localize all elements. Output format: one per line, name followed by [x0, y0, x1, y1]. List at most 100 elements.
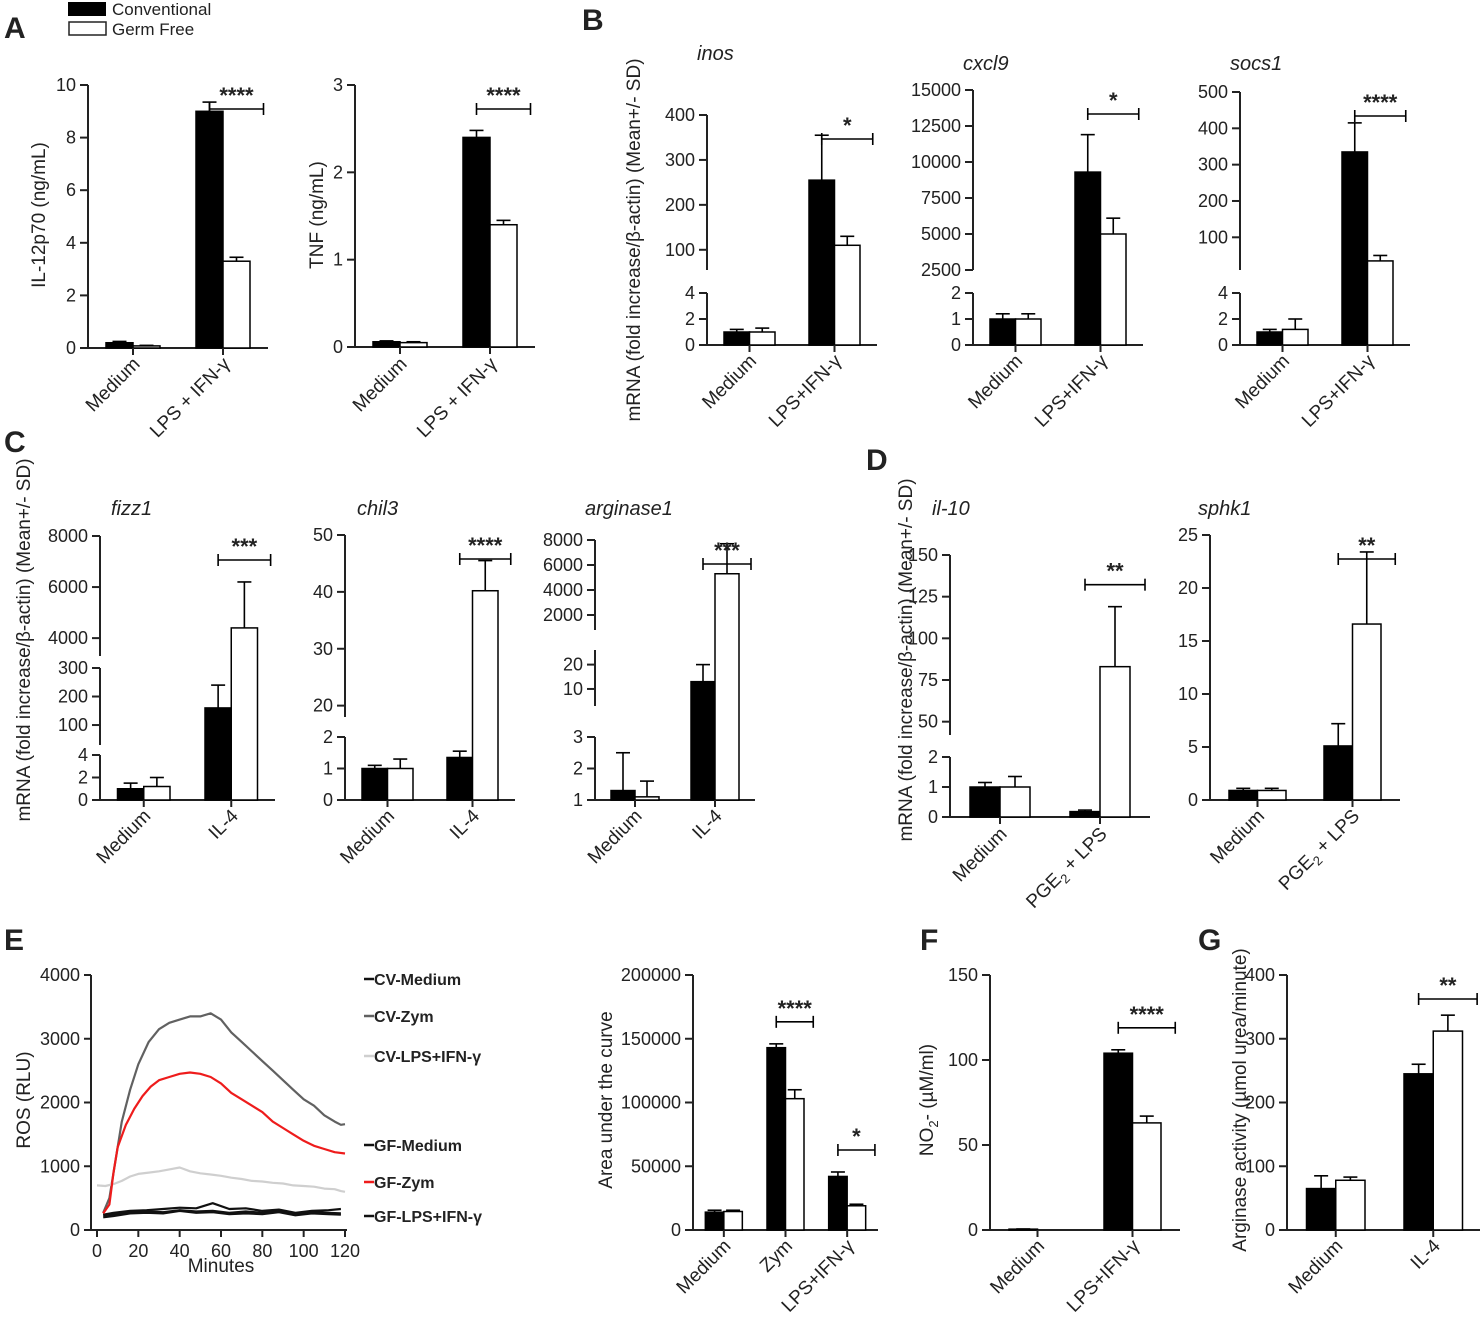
y-tick-label: 2500 — [921, 260, 961, 280]
chart-B3: 0 2 4 100 200 300 400 500 Medium LPS+IFN-γ **** soc… — [1198, 53, 1410, 432]
category-label-0: Medium — [82, 354, 145, 417]
bar-conventional — [704, 1211, 725, 1231]
series-line-cv-lps-ifn- — [96, 1166, 346, 1193]
y-tick-label: 150000 — [621, 1029, 681, 1049]
y-tick-label: 200 — [1245, 1093, 1275, 1113]
chart-title: inos — [697, 43, 734, 65]
category-label-1: IL-4 — [689, 805, 727, 843]
significance-label: **** — [468, 533, 503, 558]
y-tick-label: 100 — [908, 628, 938, 648]
bar-conventional — [105, 341, 134, 349]
bar-conventional — [204, 707, 232, 801]
y-tick-label: 2 — [1218, 309, 1228, 329]
y-tick-label: 300 — [58, 658, 88, 678]
bar-germ-free — [222, 260, 251, 349]
panel-label-F: F — [920, 924, 938, 957]
y-tick-label: 300 — [1245, 1029, 1275, 1049]
significance-label: * — [843, 113, 852, 138]
x-tick-label: 120 — [330, 1241, 360, 1261]
y-tick-label: 15 — [1178, 631, 1198, 651]
y-tick-label: 0 — [78, 790, 88, 810]
y-tick-label: 400 — [1245, 965, 1275, 985]
y-tick-label: 75 — [918, 670, 938, 690]
chart-C3: 1 2 3 10 20 2000 4000 6000 8000 Medium IL-4 *** argi… — [543, 498, 755, 868]
y-tick-label: 1000 — [40, 1156, 80, 1176]
chart-title: socs1 — [1230, 53, 1282, 75]
x-tick-label: 60 — [211, 1241, 231, 1261]
category-label-0: Medium — [673, 1236, 736, 1299]
y-tick-label: 150 — [908, 545, 938, 565]
y-axis-label: Area under the curve — [596, 1011, 617, 1188]
y-tick-label: 0 — [1218, 335, 1228, 355]
bar-germ-free — [784, 1097, 805, 1231]
y-tick-label: 2 — [951, 283, 961, 303]
bar-germ-free — [714, 573, 740, 801]
significance-label: ** — [1106, 559, 1124, 584]
y-tick-label: 0 — [333, 337, 343, 357]
y-axis-label: Arginase activity (µmol urea/minute) — [1230, 948, 1251, 1251]
significance-label: * — [852, 1124, 861, 1149]
category-label-0: Medium — [1206, 806, 1269, 869]
x-tick-label: 0 — [92, 1241, 102, 1261]
y-tick-label: 0 — [70, 1220, 80, 1240]
y-tick-label: 0 — [968, 1220, 978, 1240]
y-tick-label: 2 — [928, 747, 938, 767]
y-axis-label: mRNA (fold increase/β-actin) (Mean+/- SD… — [14, 458, 35, 821]
y-tick-label: 2 — [78, 768, 88, 788]
significance-label: **** — [486, 83, 521, 108]
bar-conventional — [1074, 171, 1102, 346]
legend-label-conventional: Conventional — [112, 0, 211, 19]
y-tick-label: 0 — [1188, 790, 1198, 810]
x-tick-label: 80 — [252, 1241, 272, 1261]
significance-label: **** — [1363, 90, 1398, 115]
y-tick-label: 200 — [665, 195, 695, 215]
chart-G: 0 100 200 300 400 Medium IL-4 ** Arginase activi… — [1230, 948, 1480, 1298]
y-tick-label: 4 — [66, 233, 76, 253]
category-label-1: LPS+IFN-γ — [1298, 350, 1379, 431]
bar-germ-free — [1256, 789, 1287, 801]
y-tick-label: 0 — [323, 790, 333, 810]
ros-legend-label: GF-Medium — [374, 1138, 462, 1155]
y-axis-label: NO2- (µM/ml) — [917, 1044, 941, 1156]
bar-conventional — [610, 789, 636, 801]
chart-title: chil3 — [357, 498, 398, 520]
bar-conventional — [116, 788, 145, 801]
chart-B1: 0 2 4 100 200 300 400 Medium LPS+IFN-γ * inos mRNA … — [624, 43, 877, 432]
chart-B2: 0 1 2 2500 5000 7500 10000 12500 15000 Medium LPS+… — [911, 53, 1143, 432]
y-tick-label: 2000 — [543, 605, 583, 625]
category-label-0: Medium — [349, 354, 412, 417]
significance-label: *** — [232, 534, 258, 559]
bar-germ-free — [143, 785, 171, 801]
bar-conventional — [462, 136, 491, 348]
y-tick-label: 4 — [685, 283, 695, 303]
y-tick-label: 0 — [928, 807, 938, 827]
y-tick-label: 300 — [665, 150, 695, 170]
ros-legend-label: GF-Zym — [374, 1175, 434, 1192]
series-line-gf-zym — [102, 1071, 346, 1215]
category-label-1: IL-4 — [205, 805, 243, 843]
y-tick-label: 1 — [928, 777, 938, 797]
significance-label: **** — [778, 996, 813, 1021]
y-tick-label: 50 — [958, 1135, 978, 1155]
bar-conventional — [1228, 789, 1259, 801]
category-label-0: Medium — [584, 806, 647, 869]
bar-germ-free — [634, 796, 660, 801]
chart-A2: 0 1 2 3 Medium LPS + IFN-γ **** TNF (ng/mL) — [307, 75, 535, 442]
y-tick-label: 2000 — [40, 1093, 80, 1113]
chart-title: fizz1 — [111, 498, 152, 520]
y-tick-label: 125 — [908, 587, 938, 607]
y-tick-label: 100 — [1198, 227, 1228, 247]
y-tick-label: 500 — [1198, 82, 1228, 102]
category-label-1: LPS+IFN-γ — [1031, 350, 1112, 431]
significance-label: **** — [219, 83, 254, 108]
y-tick-label: 15000 — [911, 80, 961, 100]
bar-conventional — [690, 680, 716, 801]
y-tick-label: 20 — [313, 696, 333, 716]
y-tick-label: 8000 — [48, 526, 88, 546]
category-label-0: Medium — [986, 1236, 1049, 1299]
y-tick-label: 400 — [1198, 118, 1228, 138]
category-label-0: Medium — [1231, 351, 1294, 414]
y-tick-label: 10 — [563, 679, 583, 699]
bar-conventional — [361, 767, 389, 801]
